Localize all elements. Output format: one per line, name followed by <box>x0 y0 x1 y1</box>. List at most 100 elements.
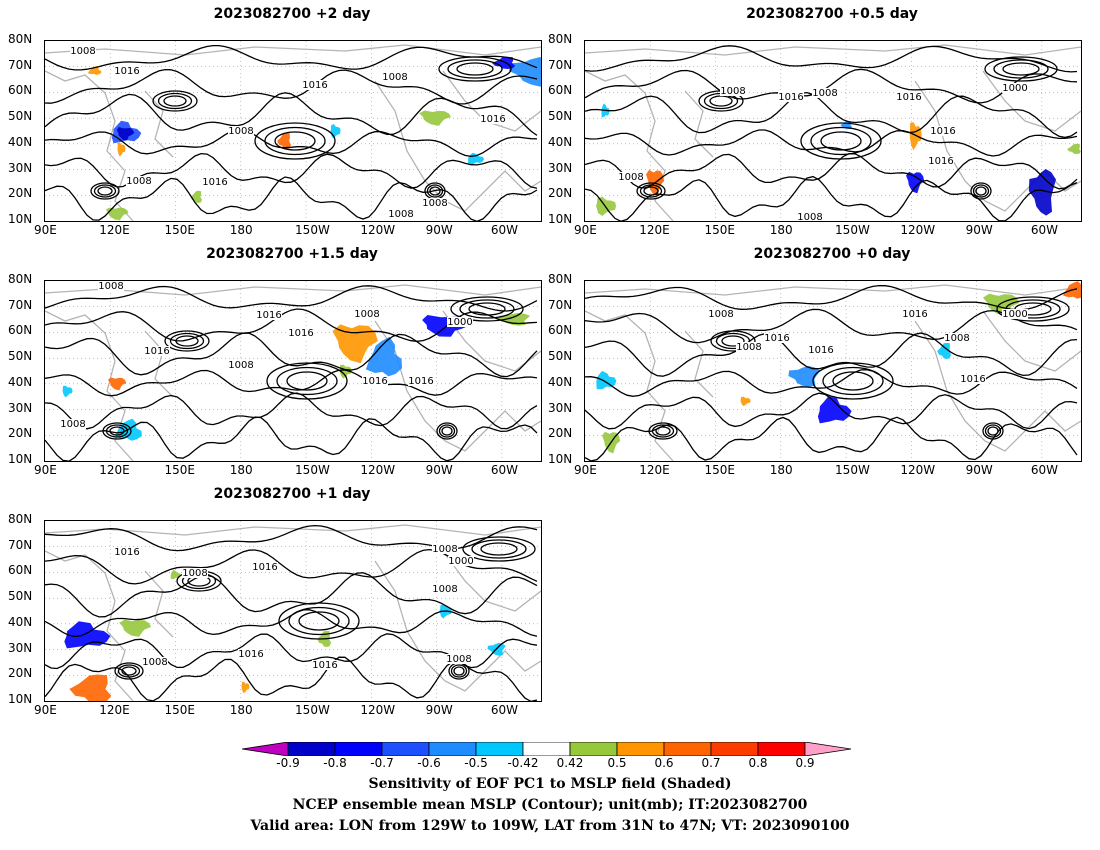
caption-line-1: Sensitivity of EOF PC1 to MSLP field (Sh… <box>368 776 732 792</box>
lat-tick-label: 40N <box>8 134 33 149</box>
lon-tick-label: 120E <box>99 703 130 717</box>
contour-label: 1008 <box>354 309 379 320</box>
colorbar-swatch <box>428 741 477 757</box>
graticule <box>45 41 541 221</box>
colorbar-tick-label: 0.9 <box>795 756 815 770</box>
lat-tick-label: 70N <box>548 297 573 312</box>
lat-tick-label: 80N <box>8 272 33 286</box>
contour-label: 1016 <box>778 92 803 103</box>
lon-tick-label: 90E <box>34 703 57 717</box>
lat-tick-label: 30N <box>548 160 573 175</box>
lat-tick-label: 20N <box>8 426 33 441</box>
lat-tick-label: 70N <box>8 537 33 552</box>
sensitivity-shading <box>87 56 541 221</box>
lon-tick-label: 90E <box>34 223 57 237</box>
lat-tick-label: 70N <box>8 297 33 312</box>
contour-label: 1000 <box>448 556 473 567</box>
colorbar-swatch <box>663 741 712 757</box>
mslp-contours <box>45 285 538 461</box>
lat-tick-label: 80N <box>548 272 573 286</box>
lon-tick-label: 90W <box>965 223 993 237</box>
lon-tick-label: 60W <box>490 463 518 477</box>
contour-label: 1000 <box>1002 309 1027 320</box>
colorbar-tick-label: 0.6 <box>654 756 674 770</box>
lon-tick-label: 180 <box>229 223 253 237</box>
colorbar-tick-label: 0.5 <box>607 756 627 770</box>
lon-tick-label: 120E <box>639 463 670 477</box>
colorbar-tick-label: -0.7 <box>370 756 394 770</box>
contour-label: 1008 <box>432 584 457 595</box>
contour-label: 1000 <box>1002 83 1027 94</box>
caption-line-3: Valid area: LON from 129W to 109W, LAT f… <box>250 818 850 834</box>
contour-label: 1016 <box>362 376 387 387</box>
contour-label: 1016 <box>902 309 927 320</box>
lon-tick-label: 90W <box>425 463 453 477</box>
lat-tick-label: 70N <box>8 57 33 72</box>
colorbar-swatch <box>334 741 383 757</box>
colorbar-swatch <box>287 741 336 757</box>
lat-tick-label: 80N <box>8 512 33 526</box>
contour-label: 1016 <box>288 328 313 339</box>
lat-tick-label: 40N <box>548 374 573 389</box>
contour-label: 1016 <box>930 126 955 137</box>
lon-tick-label: 150W <box>295 223 330 237</box>
lon-tick-label: 180 <box>769 463 793 477</box>
lon-tick-label: 90E <box>34 463 57 477</box>
contour-label: 1016 <box>764 333 789 344</box>
contour-label: 1016 <box>928 156 953 167</box>
lon-tick-label: 120E <box>99 463 130 477</box>
lon-tick-label: 60W <box>490 703 518 717</box>
colorbar-swatch <box>475 741 524 757</box>
contour-label: 1016 <box>252 562 277 573</box>
contour-label: 1008 <box>720 86 745 97</box>
lat-tick-label: 60N <box>548 323 573 338</box>
lon-tick-label: 90E <box>574 463 597 477</box>
contour-label: 1016 <box>960 374 985 385</box>
contour-label: 1000 <box>447 317 472 328</box>
contour-label: 1008 <box>388 209 413 220</box>
panel-title: 2023082700 +2 day <box>213 6 371 22</box>
lon-tick-label: 180 <box>229 463 253 477</box>
lon-tick-label: 150W <box>835 463 870 477</box>
lat-tick-label: 50N <box>8 109 33 124</box>
lon-tick-label: 60W <box>1030 463 1058 477</box>
lat-tick-label: 10N <box>548 212 573 226</box>
contour-label: 1008 <box>98 281 123 292</box>
contour-label: 1016 <box>408 376 433 387</box>
contour-label: 1008 <box>708 309 733 320</box>
lon-tick-label: 90E <box>574 223 597 237</box>
mslp-contours <box>45 44 538 221</box>
colorbar-high-arrow <box>804 741 852 757</box>
contour-label: 1008 <box>797 212 822 221</box>
panel-title: 2023082700 +1.5 day <box>206 246 378 262</box>
lat-tick-label: 60N <box>8 323 33 338</box>
lon-tick-label: 120W <box>360 463 396 477</box>
colorbar-swatches <box>241 741 852 757</box>
contour-label: 1008 <box>812 88 837 99</box>
lat-tick-label: 10N <box>8 452 33 466</box>
lat-tick-label: 50N <box>548 349 573 364</box>
lon-tick-label: 90W <box>425 703 453 717</box>
colorbar-tick-label: -0.8 <box>323 756 347 770</box>
lat-tick-label: 30N <box>548 400 573 415</box>
map-canvas: 1008 1016 1008 1016 1000 1016 1016 1008 1008 <box>585 41 1081 221</box>
colorbar-swatch <box>710 741 759 757</box>
lon-tick-label: 60W <box>490 223 518 237</box>
contour-label: 1008 <box>422 198 447 209</box>
contour-label: 1016 <box>256 310 281 321</box>
lat-tick-label: 60N <box>548 83 573 98</box>
lon-tick-label: 120E <box>99 223 130 237</box>
lat-tick-label: 30N <box>8 640 33 655</box>
map-canvas: 1008 1016 1016 1016 1008 1000 1016 1016 1008 1008 <box>45 281 541 461</box>
lat-tick-label: 70N <box>548 57 573 72</box>
coastline <box>585 284 1081 461</box>
lat-tick-label: 10N <box>548 452 573 466</box>
map-plot: 1008 1016 1016 1008 1008 1016 1016 1008 1008 1008 <box>44 40 542 222</box>
colorbar-swatch <box>381 741 430 757</box>
contour-label: 1008 <box>736 342 761 353</box>
contour-label: 1016 <box>144 346 169 357</box>
colorbar-tick-label: -0.5 <box>464 756 488 770</box>
lat-tick-label: 50N <box>548 109 573 124</box>
